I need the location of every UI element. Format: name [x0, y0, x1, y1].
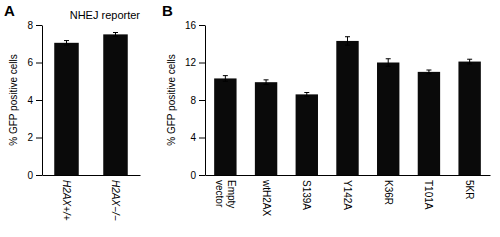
- tick-label: Y142A: [342, 180, 353, 210]
- tick-label: 6: [27, 57, 33, 68]
- panel-label: B: [162, 2, 173, 19]
- tick-mark: [36, 63, 42, 64]
- panel-label: A: [4, 2, 15, 19]
- panel: 0 2 4 6 8 H2AX+/+ H2AX−/− % GFP positive cells N…: [4, 2, 141, 221]
- tick: 0: [27, 170, 42, 181]
- title: NHEJ reporter: [70, 9, 141, 21]
- error-bar: [386, 59, 391, 67]
- tick-label: T101A: [423, 180, 434, 210]
- tick-label: 8: [27, 20, 33, 31]
- tick: Emptyvector: [214, 180, 237, 208]
- tick: 12: [185, 57, 205, 68]
- tick: H2AX+/+: [61, 180, 72, 221]
- tick-label: 2: [27, 132, 33, 143]
- panel: 0 4 8 12 16 Emptyvector wtH2AX S139A Y142A K36R T1…: [162, 2, 491, 216]
- error-bar: [223, 76, 228, 82]
- axis-line: [206, 175, 491, 176]
- tick-label: 4: [27, 95, 33, 106]
- bar: [103, 34, 128, 175]
- tick: K36R: [383, 180, 394, 205]
- tick-label: 4: [190, 132, 196, 143]
- error-bar: [64, 41, 69, 46]
- bar: [418, 72, 440, 175]
- bar: [214, 78, 236, 175]
- figure: 0 2 4 6 8 H2AX+/+ H2AX−/− % GFP positive cells N…: [0, 0, 500, 237]
- tick: 4: [27, 95, 42, 106]
- axis-line: [43, 175, 141, 176]
- tick-label: Emptyvector: [214, 180, 237, 208]
- error-bar: [426, 70, 431, 74]
- error-bar: [467, 59, 472, 64]
- y-axis: 0 2 4 6 8: [27, 20, 42, 181]
- bar: [458, 62, 480, 175]
- error-bar: [345, 37, 350, 45]
- tick-mark: [36, 100, 42, 101]
- axis-title: % GFP positive cells: [8, 54, 19, 146]
- tick: 6: [27, 57, 42, 68]
- bar: [377, 63, 399, 176]
- plot-area: [54, 33, 128, 176]
- bar: [54, 43, 79, 175]
- tick: H2AX−/−: [110, 180, 121, 221]
- tick-label: 12: [185, 57, 197, 68]
- tick-label: H2AX−/−: [110, 180, 121, 221]
- tick-label: 0: [190, 170, 196, 181]
- tick-mark: [36, 138, 42, 139]
- tick-label: 5KR: [464, 180, 475, 199]
- tick-label: 0: [27, 170, 33, 181]
- axis-line: [205, 26, 206, 176]
- x-axis: H2AX+/+ H2AX−/−: [43, 176, 141, 221]
- tick-mark: [199, 25, 205, 26]
- x-axis: Emptyvector wtH2AX S139A Y142A K36R T101A 5KR: [206, 176, 491, 217]
- tick-mark: [36, 25, 42, 26]
- tick: 5KR: [464, 180, 475, 199]
- tick-label: 8: [190, 95, 196, 106]
- tick: 8: [27, 20, 42, 31]
- tick: S139A: [301, 180, 312, 210]
- error-bar: [113, 33, 118, 37]
- tick: 2: [27, 132, 42, 143]
- tick-mark: [199, 100, 205, 101]
- tick: Y142A: [342, 180, 353, 210]
- bar: [336, 41, 358, 175]
- tick-label: 16: [185, 20, 197, 31]
- tick-mark: [199, 138, 205, 139]
- tick-mark: [199, 175, 205, 176]
- tick-label: H2AX+/+: [61, 180, 72, 221]
- tick-label: S139A: [301, 180, 312, 210]
- tick-label: wtH2AX: [261, 179, 272, 216]
- tick: 16: [185, 20, 205, 31]
- tick: wtH2AX: [261, 179, 272, 216]
- tick: T101A: [423, 180, 434, 210]
- axis-title: % GFP positive cells: [166, 54, 177, 146]
- tick-mark: [199, 63, 205, 64]
- tick: 4: [190, 132, 205, 143]
- tick-label: K36R: [383, 180, 394, 205]
- plot-area: [214, 37, 481, 175]
- axis-line: [42, 26, 43, 176]
- tick-mark: [36, 175, 42, 176]
- bar: [255, 82, 277, 175]
- tick: 8: [190, 95, 205, 106]
- y-axis: 0 4 8 12 16: [185, 20, 206, 181]
- bar: [296, 94, 318, 175]
- tick: 0: [190, 170, 205, 181]
- error-bar: [264, 80, 269, 85]
- error-bar: [304, 93, 309, 97]
